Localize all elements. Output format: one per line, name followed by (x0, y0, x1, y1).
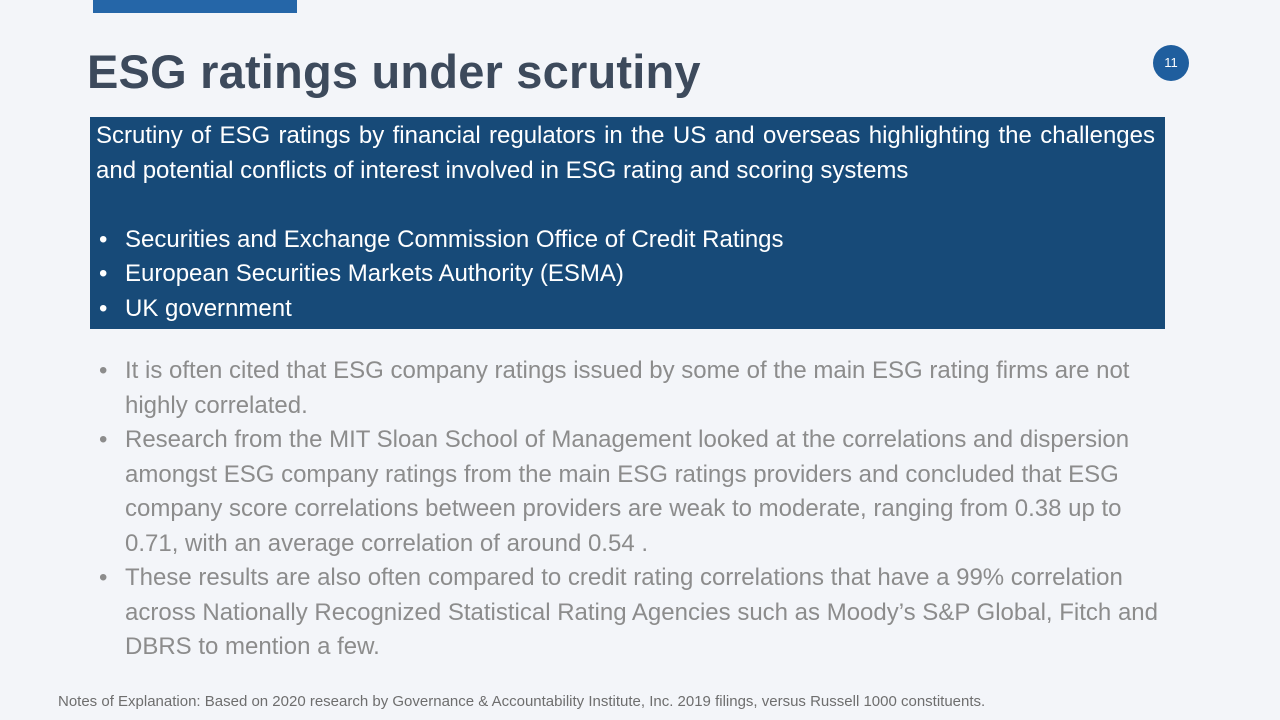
body-bullet: These results are also often compared to… (96, 561, 1171, 665)
regulator-list: Securities and Exchange Commission Offic… (96, 223, 1155, 327)
body-bullet: Research from the MIT Sloan School of Ma… (96, 423, 1171, 561)
highlight-intro: Scrutiny of ESG ratings by financial reg… (96, 122, 1155, 184)
top-accent-bar (93, 0, 297, 13)
footnote: Notes of Explanation: Based on 2020 rese… (58, 693, 986, 710)
highlight-spacer (96, 188, 1155, 223)
regulator-item: European Securities Markets Authority (E… (96, 257, 1155, 292)
regulator-item: UK government (96, 292, 1155, 327)
page-number-badge: 11 (1153, 45, 1189, 81)
regulator-item: Securities and Exchange Commission Offic… (96, 223, 1155, 258)
slide-title: ESG ratings under scrutiny (87, 45, 701, 98)
body-bullet: It is often cited that ESG company ratin… (96, 354, 1171, 423)
highlight-box: Scrutiny of ESG ratings by financial reg… (90, 117, 1165, 329)
body-bullet-list: It is often cited that ESG company ratin… (96, 354, 1171, 665)
